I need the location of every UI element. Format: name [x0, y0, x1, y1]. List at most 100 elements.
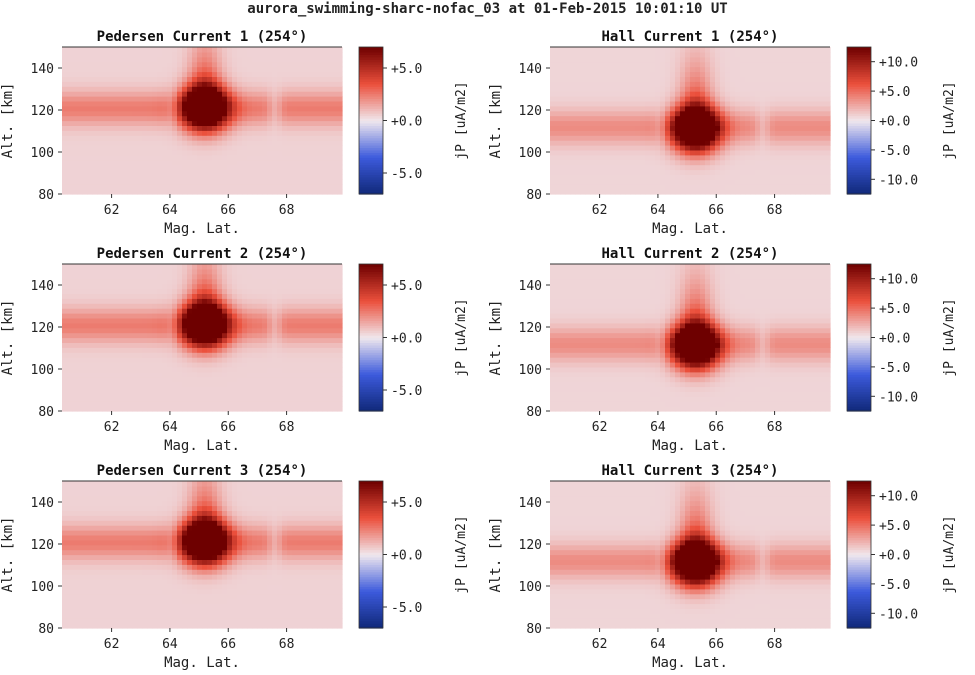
- colorbar-segment: [847, 47, 871, 51]
- heatmap-cell: [227, 96, 233, 102]
- heatmap-cell: [312, 189, 318, 195]
- heatmap-cell: [267, 140, 273, 146]
- heatmap-cell: [262, 110, 268, 117]
- heatmap-cell: [237, 164, 243, 171]
- heatmap-cell: [177, 401, 183, 407]
- colorbar-label: jP [uA/m2]: [942, 81, 957, 159]
- heatmap-cell: [760, 71, 766, 77]
- heatmap-cell: [775, 174, 781, 180]
- heatmap-cell: [775, 76, 781, 82]
- heatmap-cell: [167, 91, 173, 97]
- heatmap-cell: [665, 179, 671, 185]
- heatmap-cell: [82, 337, 88, 343]
- heatmap-cell: [317, 56, 323, 63]
- heatmap-cell: [242, 288, 248, 294]
- heatmap-cell: [217, 303, 223, 309]
- heatmap-cell: [307, 96, 313, 102]
- heatmap-cell: [217, 386, 223, 392]
- heatmap-cell: [705, 149, 711, 156]
- heatmap-cell: [117, 357, 123, 363]
- heatmap-cell: [820, 56, 826, 63]
- heatmap-cell: [685, 174, 691, 180]
- heatmap-cell: [222, 283, 228, 290]
- heatmap-cell: [147, 327, 153, 334]
- heatmap-cell: [575, 179, 581, 185]
- heatmap-cell: [212, 406, 218, 412]
- heatmap-cell: [192, 51, 198, 58]
- heatmap-cell: [322, 81, 328, 87]
- heatmap-cell: [252, 179, 258, 185]
- heatmap-cell: [127, 164, 133, 171]
- heatmap-cell: [157, 347, 163, 353]
- heatmap-cell: [595, 76, 601, 82]
- heatmap-cell: [92, 308, 98, 314]
- heatmap-cell: [157, 179, 163, 185]
- heatmap-cell: [82, 86, 88, 92]
- heatmap-cell: [710, 51, 716, 58]
- heatmap-cell: [72, 264, 78, 270]
- heatmap-cell: [302, 140, 308, 146]
- heatmap-cell: [675, 125, 681, 131]
- heatmap-cell: [227, 130, 233, 136]
- heatmap-cell: [227, 337, 233, 343]
- heatmap-cell: [212, 120, 218, 126]
- heatmap-cell: [237, 115, 243, 122]
- colorbar-segment: [847, 130, 871, 134]
- heatmap-cell: [690, 47, 696, 53]
- heatmap-cell: [635, 164, 641, 171]
- heatmap-cell: [267, 371, 273, 378]
- heatmap-cell: [292, 71, 298, 77]
- heatmap-cell: [630, 105, 636, 112]
- heatmap-cell: [92, 81, 98, 87]
- heatmap-cell: [282, 120, 288, 126]
- heatmap-cell: [217, 322, 223, 329]
- heatmap-cell: [127, 406, 133, 412]
- colorbar-tick-label: -10.0: [879, 173, 918, 188]
- heatmap-cell: [222, 149, 228, 156]
- heatmap-cell: [715, 179, 721, 185]
- heatmap-cell: [720, 51, 726, 58]
- heatmap-cell: [825, 120, 831, 126]
- heatmap-cell: [152, 376, 158, 383]
- heatmap-cell: [102, 174, 108, 180]
- heatmap-cell: [257, 303, 263, 309]
- heatmap-cell: [212, 303, 218, 309]
- heatmap-cell: [615, 179, 621, 185]
- heatmap-cell: [82, 130, 88, 136]
- heatmap-cell: [217, 61, 223, 68]
- heatmap-cell: [685, 184, 691, 190]
- heatmap-cell: [665, 100, 671, 107]
- heatmap-cell: [247, 61, 253, 68]
- heatmap-cell: [287, 135, 293, 141]
- heatmap-cell: [192, 179, 198, 185]
- heatmap-cell: [72, 288, 78, 294]
- heatmap-cell: [665, 145, 671, 151]
- heatmap-cell: [560, 96, 566, 102]
- heatmap-cell: [202, 337, 208, 343]
- heatmap-cell: [267, 308, 273, 314]
- y-tick-label: 100: [31, 146, 54, 161]
- heatmap-cell: [182, 268, 188, 275]
- heatmap-cell: [555, 91, 561, 97]
- heatmap-cell: [302, 105, 308, 112]
- heatmap-cell: [67, 293, 73, 299]
- heatmap-cell: [232, 362, 238, 368]
- heatmap-cell: [77, 337, 83, 343]
- heatmap-cell: [172, 357, 178, 363]
- heatmap-cell: [760, 61, 766, 68]
- heatmap-cell: [620, 120, 626, 126]
- heatmap-cell: [222, 169, 228, 175]
- heatmap-cell: [760, 135, 766, 141]
- heatmap-cell: [272, 308, 278, 314]
- heatmap-cell: [675, 154, 681, 161]
- heatmap-cell: [177, 61, 183, 68]
- heatmap-cell: [570, 145, 576, 151]
- heatmap-cell: [815, 96, 821, 102]
- heatmap-cell: [182, 145, 188, 151]
- heatmap-cell: [137, 61, 143, 68]
- heatmap-cell: [570, 96, 576, 102]
- heatmap-cell: [62, 386, 68, 392]
- heatmap-cell: [92, 47, 98, 53]
- heatmap-cell: [765, 96, 771, 102]
- heatmap-cell: [72, 322, 78, 329]
